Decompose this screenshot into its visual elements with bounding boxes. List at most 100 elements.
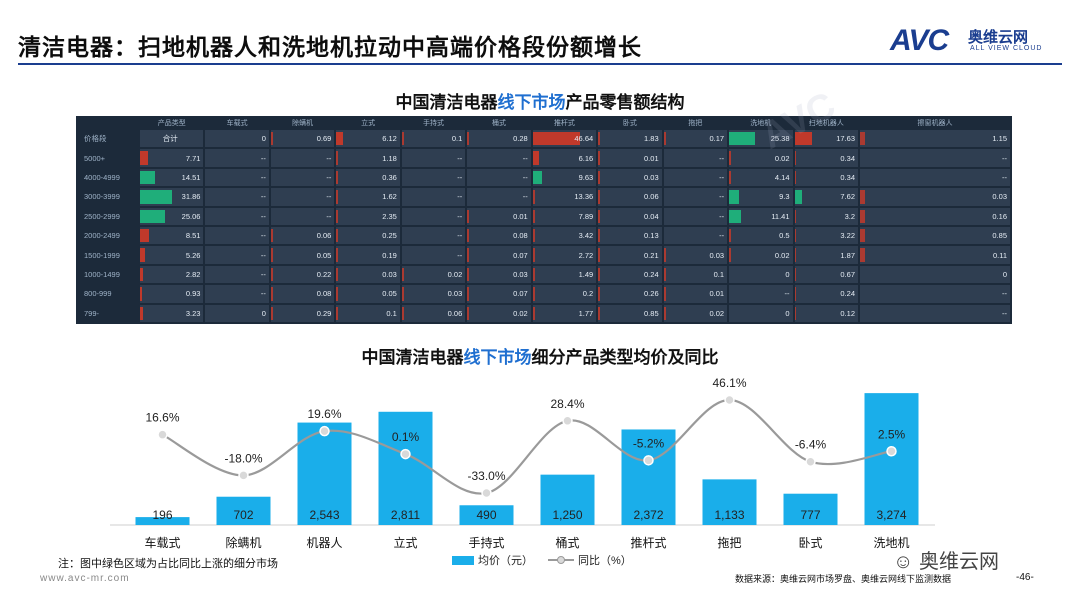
yoy-point [319, 425, 330, 437]
table-cell: -- [467, 168, 531, 187]
cell-value: 0.29 [316, 308, 332, 318]
table-cell: -- [401, 246, 466, 264]
cell-value: 2.82 [185, 269, 201, 279]
legend-bar-label: 均价（元） [478, 554, 533, 567]
cell-bar [467, 209, 470, 223]
table-cell: 6.16 [532, 149, 597, 167]
table-cell: 1.18 [336, 149, 400, 167]
price-bar [459, 505, 514, 525]
table-cell: 0.01 [598, 149, 662, 167]
table-cell: -- [205, 285, 269, 303]
table-cell: -- [270, 207, 335, 225]
site-url: www.avc-mr.com [40, 573, 130, 584]
cell-bar [794, 287, 797, 301]
table-cell: 0.24 [598, 265, 662, 284]
cell-value: 0 [785, 308, 790, 318]
cell-bar [729, 209, 741, 223]
table-cell: 0.05 [336, 285, 400, 303]
cell-bar [336, 209, 339, 223]
table-row: 2000-2499 8.51 -- 0.06 0.25 -- 0.08 3.42 0.13 -- 0… [78, 226, 1010, 245]
cell-value: -- [260, 269, 266, 279]
cell-value: 0.24 [840, 289, 855, 299]
table-cell: 9.3 [729, 188, 793, 206]
cell-value: 3.22 [840, 231, 855, 241]
cell-bar [794, 267, 797, 282]
cell-value: 0.02 [774, 153, 790, 163]
page-number: -46- [1016, 572, 1034, 583]
cell-bar [598, 287, 601, 301]
cell-bar [598, 228, 601, 243]
cell-value: 0.04 [644, 211, 659, 221]
cell-value: 0.1 [451, 134, 463, 144]
table-cell: 25.06 [140, 207, 204, 225]
cell-value: 0.1 [386, 308, 397, 318]
table-cell: 0.07 [467, 246, 531, 264]
table-cell: -- [729, 285, 793, 303]
table-cell: -- [860, 285, 1010, 303]
avc-logo: AVC 奥维云网 ALL VIEW CLOUD [890, 24, 1060, 58]
heatmap-title: 中国清洁电器线下市场产品零售额结构 [0, 88, 1080, 113]
table-cell: 0.69 [270, 130, 335, 148]
yoy-value-label: 16.6% [145, 411, 179, 425]
cell-bar [729, 151, 731, 165]
cell-bar [336, 228, 339, 243]
column-header: 手持式 [423, 120, 445, 127]
bar-value-label: 1,250 [552, 508, 582, 522]
table-body: 价格段 合计 0 0.69 6.12 0.1 0.28 46.64 1.83 0.17 25.38 1… [78, 130, 1010, 322]
cell-bar [140, 306, 144, 320]
cell-bar [794, 228, 797, 243]
table-cell: 0.06 [270, 226, 335, 245]
legend-line-label: 同比（%） [578, 554, 632, 567]
cell-value: 0.01 [709, 289, 725, 299]
cell-bar [336, 170, 339, 185]
table-cell: -- [205, 246, 269, 264]
cell-value: 0 [261, 308, 266, 318]
table-header-row: 产品类型 车载式 除螨机 立式 手持式 桶式 推杆式 卧式 拖把 洗地机 扫地机器人 擦窗机器人 [78, 118, 1010, 128]
cell-bar [532, 248, 535, 262]
column-header: 洗地机 [750, 120, 772, 127]
category-label: 洗地机 [873, 536, 909, 550]
cell-value: 0.2 [582, 289, 594, 299]
table-cell: 1.83 [598, 130, 662, 148]
table-cell: 0.08 [467, 226, 531, 245]
table-cell: 9.63 [532, 168, 597, 187]
cell-bar [663, 248, 666, 262]
cell-bar [663, 132, 666, 146]
table-cell: 5.26 [140, 246, 204, 264]
yoy-value-label: 2.5% [878, 427, 906, 441]
table-corner [78, 118, 138, 128]
cell-value: -- [719, 172, 725, 182]
cell-bar [532, 287, 535, 301]
cell-value: 0.67 [840, 269, 855, 279]
cell-value: 0 [261, 134, 266, 144]
cell-value: 6.16 [578, 153, 594, 163]
table-cell: 0.02 [401, 265, 466, 284]
table-cell: 0.06 [598, 188, 662, 206]
logo-en: ALL VIEW CLOUD [970, 45, 1043, 52]
cell-bar [729, 132, 755, 146]
price-bar [540, 474, 595, 525]
table-row: 2500-2999 25.06 -- -- 2.35 -- 0.01 7.89 0.04 -- 11… [78, 207, 1010, 225]
table-cell: 1.87 [794, 246, 858, 264]
cell-bar [140, 151, 148, 165]
wechat-label: 奥维云网 [918, 551, 999, 573]
cell-bar [336, 151, 339, 165]
cell-value: 0.03 [382, 269, 397, 279]
cell-bar [532, 209, 535, 223]
cell-value: 2.72 [578, 250, 594, 260]
cell-value: -- [1002, 153, 1007, 163]
cell-value: 5.26 [185, 250, 201, 260]
cell-bar [336, 248, 339, 262]
table-cell: -- [205, 207, 269, 225]
cell-value: 0.08 [513, 231, 528, 241]
cell-value: 3.2 [844, 211, 855, 221]
cell-value: 3.23 [185, 308, 201, 318]
cell-value: 0.93 [185, 289, 201, 299]
table-cell: 0.03 [336, 265, 400, 284]
cell-value: 0.03 [447, 289, 463, 299]
table-cell: 0.03 [467, 265, 531, 284]
bar-value-label: 702 [233, 508, 253, 522]
yoy-point [643, 455, 654, 466]
table-cell: 0.1 [401, 130, 466, 148]
yoy-point [886, 446, 897, 457]
